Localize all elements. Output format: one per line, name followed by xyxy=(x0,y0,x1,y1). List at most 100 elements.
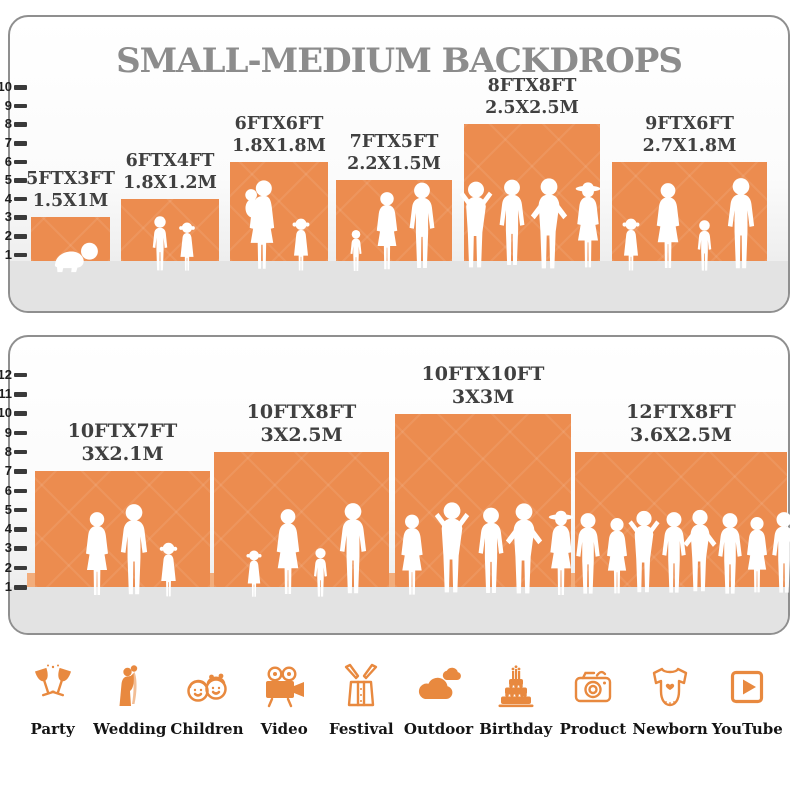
newborn-icon xyxy=(652,667,688,707)
people-silhouettes xyxy=(54,242,98,273)
category-label: Party xyxy=(30,720,75,738)
axis-tick-label: 12 xyxy=(0,366,12,382)
axis-tick-label: 9 xyxy=(4,424,12,440)
panel-small-medium: SMALL-MEDIUM BACKDROPS 10 9 8 7 6 5 4 3 2 1 5FTX3… xyxy=(0,15,790,313)
backdrop-size-label: 8FTX8FT 2.5X2.5M xyxy=(485,76,579,118)
axis-tick-label: 2 xyxy=(4,559,12,575)
backdrop-12x8ft: 12FTX8FT 3.6X2.5M xyxy=(575,401,796,594)
axis-tick: 9 xyxy=(5,425,27,440)
axis-tick-label: 1 xyxy=(4,579,12,594)
category-festival: Festival xyxy=(325,655,397,738)
axis-tick-label: 4 xyxy=(4,521,12,537)
people-silhouettes xyxy=(246,503,367,597)
axis-tick: 5 xyxy=(5,502,27,517)
axis-tick-label: 10 xyxy=(0,79,12,95)
people-silhouettes xyxy=(245,180,310,271)
people-silhouettes xyxy=(459,178,601,269)
backdrop-10x8ft: 10FTX8FT 3X2.5M xyxy=(214,401,389,597)
axis-tick: 6 xyxy=(5,483,27,498)
people-silhouettes xyxy=(152,216,195,271)
axis-tick: 6 xyxy=(5,154,27,169)
axis-tick: 4 xyxy=(5,521,27,536)
axis-tick-label: 10 xyxy=(0,405,12,421)
axis-tick-label: 8 xyxy=(4,443,12,459)
axis-tick-label: 6 xyxy=(4,153,12,169)
backdrop-9x6ft: 9FTX6FT 2.7X1.8M xyxy=(612,114,767,271)
category-wedding: Wedding xyxy=(93,655,167,738)
baby-silhouette xyxy=(54,242,98,273)
category-birthday: Birthday xyxy=(479,655,553,738)
category-label: Birthday xyxy=(479,720,553,738)
party-icon xyxy=(34,664,71,697)
category-outdoor: Outdoor xyxy=(403,655,475,738)
page-title: SMALL-MEDIUM BACKDROPS xyxy=(116,41,683,81)
birthday-icon xyxy=(498,665,534,708)
axis-tick: 4 xyxy=(5,191,27,206)
category-row: Party Wedding xyxy=(0,655,800,765)
axis-tick: 1 xyxy=(5,579,27,594)
axis-tick: 3 xyxy=(5,540,27,555)
youtube-icon xyxy=(731,670,764,704)
axis-tick-label: 7 xyxy=(4,463,12,479)
category-label: Festival xyxy=(329,720,394,738)
category-newborn: Newborn xyxy=(632,655,708,738)
category-label: Video xyxy=(260,720,308,738)
backdrop-size-label: 10FTX8FT 3X2.5M xyxy=(246,400,357,446)
backdrop-size-label: 12FTX8FT 3.6X2.5M xyxy=(626,400,736,446)
backdrop-7x5ft: 7FTX5FT 2.2X1.5M xyxy=(336,132,452,272)
category-video: Video xyxy=(248,655,320,738)
axis-tick: 12 xyxy=(0,367,27,382)
axis-tick: 10 xyxy=(0,405,27,420)
axis-tick: 1 xyxy=(5,247,27,262)
axis-tick-label: 2 xyxy=(4,228,12,243)
ground xyxy=(10,261,788,311)
axis-tick-label: 1 xyxy=(4,246,12,262)
axis-tick: 9 xyxy=(5,98,27,113)
axis-tick: 5 xyxy=(5,172,27,187)
backdrop-size-label: 9FTX6FT 2.7X1.8M xyxy=(642,114,737,156)
axis-tick: 8 xyxy=(5,444,27,459)
axis-tick: 2 xyxy=(5,228,27,243)
axis-tick: 2 xyxy=(5,560,27,575)
axis-tick: 10 xyxy=(0,79,27,94)
category-label: Product xyxy=(559,720,627,738)
category-label: Newborn xyxy=(632,720,708,738)
backdrop-size-label: 10FTX7FT 3X2.1M xyxy=(67,419,178,465)
backdrop-size-label: 5FTX3FT 1.5X1M xyxy=(26,169,115,211)
category-label: YouTube xyxy=(711,720,783,738)
axis-tick-label: 3 xyxy=(4,540,12,556)
category-label: Wedding xyxy=(93,720,167,738)
people-silhouettes xyxy=(622,178,755,271)
festival-icon xyxy=(345,663,378,707)
backdrop-6x6ft: 6FTX6FT 1.8X1.8M xyxy=(230,114,328,271)
axis-tick-label: 4 xyxy=(4,190,12,206)
category-children: Children xyxy=(170,655,244,738)
axis-tick: 7 xyxy=(5,463,27,478)
axis-panel1: 10 9 8 7 6 5 4 3 2 1 xyxy=(0,17,788,311)
backdrop-10x10ft: 10FTX10FT 3X3M xyxy=(395,363,574,595)
axis-tick-label: 5 xyxy=(4,172,12,188)
backdrop-size-label: 6FTX4FT 1.8X1.2M xyxy=(123,151,217,193)
axis-tick: 7 xyxy=(5,135,27,150)
axis-tick-label: 9 xyxy=(4,97,12,113)
axis-tick: 3 xyxy=(5,209,27,224)
axis-tick-label: 7 xyxy=(4,135,12,150)
backdrop-8x8ft: 8FTX8FT 2.5X2.5M xyxy=(459,76,601,269)
people-silhouettes xyxy=(350,182,435,272)
backdrop-5x3ft: 5FTX3FT 1.5X1M xyxy=(26,169,115,273)
axis-tick-label: 11 xyxy=(0,386,12,401)
category-youtube: YouTube xyxy=(711,655,783,738)
category-product: Product xyxy=(557,655,629,738)
outdoor-icon xyxy=(418,667,461,699)
people-silhouettes xyxy=(86,504,178,597)
axis-panel2: 12 11 10 9 8 7 6 5 4 3 2 1 xyxy=(0,337,788,633)
video-icon xyxy=(266,666,305,708)
axis-tick-label: 8 xyxy=(4,116,12,132)
panel-large: 12 11 10 9 8 7 6 5 4 3 2 1 10FTX7FT 3X2.1M 10FTX8FT… xyxy=(0,335,796,635)
axis-tick-label: 6 xyxy=(4,482,12,498)
axis-tick-label: 3 xyxy=(4,209,12,225)
axis-tick: 11 xyxy=(0,386,27,401)
backdrop-size-label: 10FTX10FT 3X3M xyxy=(421,362,545,408)
axis-tick-label: 5 xyxy=(4,501,12,517)
